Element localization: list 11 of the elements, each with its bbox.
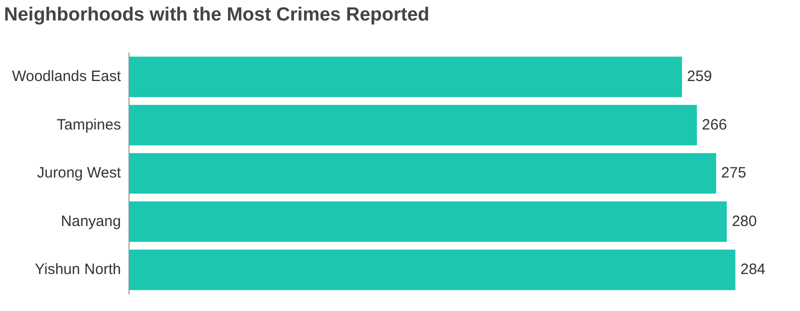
- y-tick-label: Nanyang: [60, 212, 121, 230]
- data-label: 259: [686, 68, 712, 86]
- y-tick-label: Woodlands East: [12, 68, 122, 86]
- data-label: 280: [732, 212, 757, 230]
- data-label: 275: [721, 164, 746, 182]
- y-tick-label: Yishun North: [34, 261, 121, 278]
- data-label: 284: [740, 261, 766, 278]
- y-tick-label: Jurong West: [37, 164, 122, 182]
- y-tick-label: Tampines: [56, 116, 121, 134]
- data-label: 266: [702, 116, 727, 134]
- chart-title: Neighborhoods with the Most Crimes Reported: [4, 4, 430, 26]
